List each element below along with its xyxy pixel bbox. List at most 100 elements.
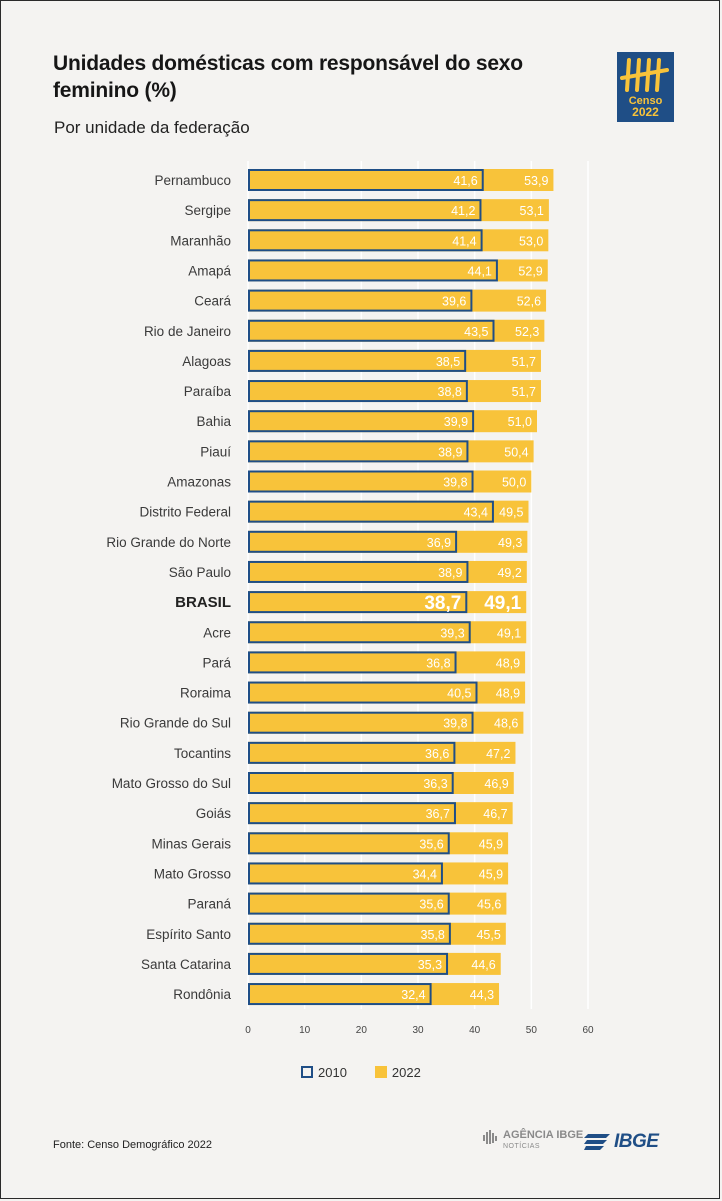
signal-bars-icon <box>483 1130 497 1144</box>
value-label-2022: 49,1 <box>484 593 521 614</box>
category-label: Bahia <box>196 414 231 429</box>
bar-2010 <box>248 681 478 704</box>
bar-2010 <box>248 319 495 342</box>
value-label-2022: 49,5 <box>499 506 523 520</box>
value-label-2022: 47,2 <box>486 747 510 761</box>
category-label: Rondônia <box>173 987 231 1002</box>
bar-2010 <box>248 410 475 433</box>
logo-text-censo: Censo <box>629 95 663 107</box>
value-label-2010: 41,6 <box>453 174 477 188</box>
legend-label-2022: 2022 <box>391 1064 421 1080</box>
chart-title: Unidades domésticas com responsável do s… <box>53 52 523 102</box>
value-label-2010: 36,6 <box>425 747 449 761</box>
value-label-2010: 41,2 <box>451 204 475 218</box>
bar-2010 <box>248 560 469 583</box>
value-label-2022: 45,6 <box>477 898 501 912</box>
category-label: Santa Catarina <box>141 957 232 972</box>
tally-marks-icon: Censo 2022 <box>620 58 669 119</box>
value-label-2022: 48,9 <box>496 656 520 670</box>
value-label-2022: 51,7 <box>512 355 536 369</box>
bar-2010 <box>248 380 468 403</box>
agencia-ibge-logo: AGÊNCIA IBGE NOTÍCIAS <box>483 1129 583 1157</box>
bar-2010 <box>248 832 450 855</box>
category-label: Espírito Santo <box>146 927 231 942</box>
legend: 2010 2022 <box>301 1064 421 1080</box>
value-label-2022: 51,7 <box>512 385 536 399</box>
category-label: Piauí <box>200 444 231 459</box>
value-label-2010: 34,4 <box>413 867 437 881</box>
bar-2010 <box>248 922 451 945</box>
value-label-2010: 35,6 <box>419 837 443 851</box>
category-label: Mato Grosso <box>154 866 231 881</box>
x-tick-label: 40 <box>469 1025 481 1036</box>
bar-chart: 0 10 20 30 40 50 60 Pernambuco 41,6 53,9 Sergipe 41… <box>106 161 594 1036</box>
category-label: BRASIL <box>175 594 231 611</box>
ibge-logo: IBGE <box>584 1129 659 1155</box>
value-label-2010: 38,8 <box>438 385 462 399</box>
value-label-2022: 44,6 <box>471 958 495 972</box>
bar-2010 <box>248 892 450 915</box>
bar-2010 <box>248 440 469 463</box>
bar-2010 <box>248 711 474 734</box>
agencia-text: AGÊNCIA IBGE <box>503 1129 584 1141</box>
category-label: Alagoas <box>182 354 231 369</box>
x-tick-label: 0 <box>245 1025 251 1036</box>
bar-2010 <box>248 289 473 312</box>
value-label-2010: 36,9 <box>427 536 451 550</box>
category-label: Ceará <box>194 294 231 309</box>
value-label-2022: 50,0 <box>502 476 526 490</box>
value-label-2010: 44,1 <box>468 264 492 278</box>
value-label-2010: 32,4 <box>401 988 425 1002</box>
category-label: Maranhão <box>170 233 231 248</box>
value-label-2010: 39,6 <box>442 295 466 309</box>
value-label-2010: 36,8 <box>426 656 450 670</box>
bar-2010 <box>248 952 449 975</box>
category-label: Sergipe <box>184 203 231 218</box>
category-label: Mato Grosso do Sul <box>112 776 231 791</box>
value-label-2010: 39,8 <box>443 717 467 731</box>
value-label-2010: 36,3 <box>423 777 447 791</box>
value-label-2022: 50,4 <box>504 445 528 459</box>
source-note: Fonte: Censo Demográfico 2022 <box>53 1139 212 1151</box>
value-label-2022: 52,9 <box>518 264 542 278</box>
bar-2010 <box>248 802 456 825</box>
category-label: Roraima <box>180 686 232 701</box>
category-label: Rio de Janeiro <box>144 324 231 339</box>
value-label-2010: 38,7 <box>424 593 461 614</box>
value-label-2010: 38,5 <box>436 355 460 369</box>
bar-2010 <box>248 862 443 885</box>
legend-label-2010: 2010 <box>318 1064 347 1080</box>
chart-subtitle: Por unidade da federação <box>54 118 250 137</box>
value-label-2010: 35,6 <box>419 898 443 912</box>
value-label-2010: 39,3 <box>440 626 464 640</box>
ibge-mark-icon <box>584 1134 610 1150</box>
bar-2010 <box>248 983 432 1006</box>
value-label-2022: 51,0 <box>508 415 532 429</box>
category-label: Rio Grande do Sul <box>120 716 231 731</box>
bar-2010 <box>248 169 484 191</box>
bar-2010 <box>248 591 468 614</box>
logo-text-year: 2022 <box>632 105 659 119</box>
value-label-2022: 49,2 <box>497 566 521 580</box>
value-label-2022: 48,9 <box>496 687 520 701</box>
value-label-2022: 53,9 <box>524 174 548 188</box>
value-label-2010: 35,8 <box>421 928 445 942</box>
value-label-2010: 41,4 <box>452 234 476 248</box>
category-label: Paraná <box>187 897 231 912</box>
value-label-2010: 35,3 <box>418 958 442 972</box>
value-label-2022: 49,1 <box>497 626 521 640</box>
category-label: São Paulo <box>169 565 231 580</box>
category-label: Minas Gerais <box>151 836 231 851</box>
bar-2010 <box>248 199 482 222</box>
category-label: Paraíba <box>184 384 232 399</box>
value-label-2010: 36,7 <box>426 807 450 821</box>
bar-2010 <box>248 500 494 523</box>
x-tick-label: 30 <box>412 1025 424 1036</box>
value-label-2022: 45,5 <box>476 928 500 942</box>
bar-2010 <box>248 741 456 764</box>
category-label: Rio Grande do Norte <box>106 535 231 550</box>
x-tick-label: 20 <box>356 1025 368 1036</box>
bar-2010 <box>248 349 467 372</box>
category-label: Pará <box>202 655 231 670</box>
